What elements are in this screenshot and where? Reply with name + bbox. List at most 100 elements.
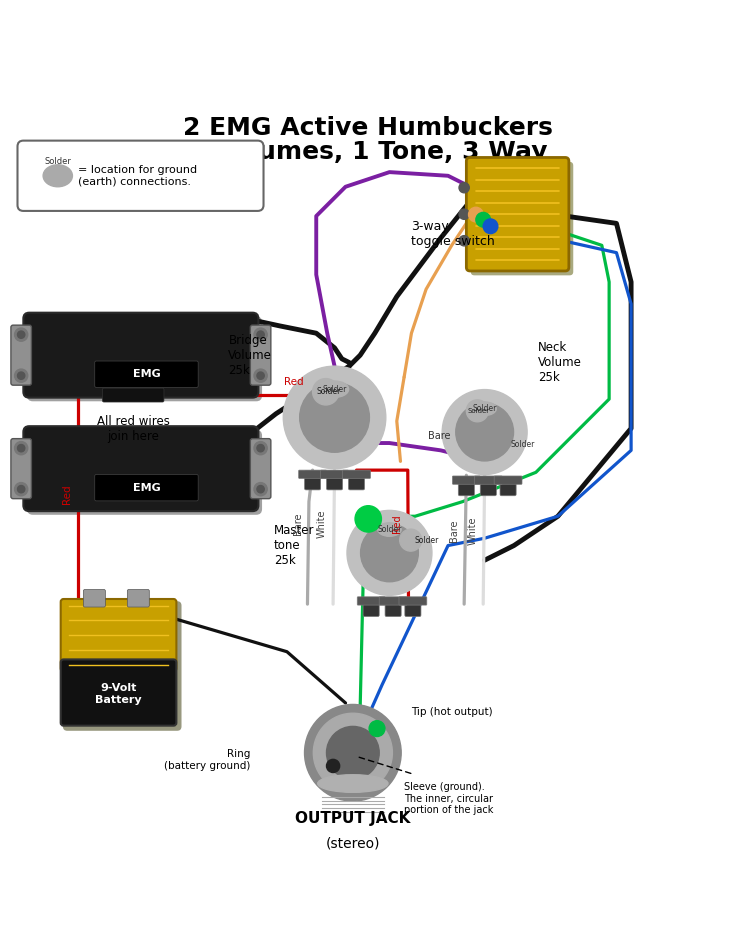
FancyBboxPatch shape <box>379 597 407 605</box>
Text: Bare: Bare <box>449 520 459 542</box>
FancyBboxPatch shape <box>348 471 365 490</box>
FancyBboxPatch shape <box>11 439 32 498</box>
Circle shape <box>361 524 418 582</box>
FancyBboxPatch shape <box>251 326 270 385</box>
Circle shape <box>459 235 469 246</box>
Circle shape <box>18 445 25 452</box>
FancyBboxPatch shape <box>24 312 259 398</box>
Circle shape <box>456 404 514 461</box>
FancyBboxPatch shape <box>251 439 270 498</box>
FancyBboxPatch shape <box>459 477 474 496</box>
FancyBboxPatch shape <box>399 597 427 605</box>
Ellipse shape <box>318 775 388 792</box>
FancyBboxPatch shape <box>127 590 149 607</box>
Text: EMG: EMG <box>132 483 160 493</box>
Text: Solder: Solder <box>510 440 534 449</box>
Text: Red: Red <box>62 485 72 504</box>
Text: Red: Red <box>284 377 304 387</box>
Ellipse shape <box>473 402 496 416</box>
Text: Neck
Volume
25k: Neck Volume 25k <box>538 341 582 384</box>
Circle shape <box>18 485 25 493</box>
Text: Solder: Solder <box>473 405 497 413</box>
Circle shape <box>254 483 268 496</box>
Circle shape <box>15 483 28 496</box>
FancyBboxPatch shape <box>453 476 480 485</box>
Text: Solder: Solder <box>44 157 71 166</box>
FancyBboxPatch shape <box>95 474 198 501</box>
Circle shape <box>355 506 381 532</box>
FancyBboxPatch shape <box>83 590 105 607</box>
Text: Ring
(battery ground): Ring (battery ground) <box>164 750 251 771</box>
Text: 2 EMG Active Humbuckers: 2 EMG Active Humbuckers <box>182 116 553 140</box>
Ellipse shape <box>326 726 379 779</box>
Circle shape <box>254 442 268 455</box>
Text: Solder: Solder <box>317 387 341 396</box>
Text: Bare: Bare <box>429 432 451 442</box>
Ellipse shape <box>313 713 392 792</box>
FancyBboxPatch shape <box>27 316 262 402</box>
Text: Solder: Solder <box>377 525 401 534</box>
Circle shape <box>15 442 28 455</box>
Ellipse shape <box>304 704 401 801</box>
Text: 2 Volumes, 1 Tone, 3 Way: 2 Volumes, 1 Tone, 3 Way <box>187 140 548 165</box>
Circle shape <box>18 372 25 379</box>
Text: White: White <box>316 510 326 538</box>
Text: Solder: Solder <box>415 536 439 545</box>
FancyBboxPatch shape <box>343 471 370 478</box>
Circle shape <box>459 182 469 193</box>
FancyBboxPatch shape <box>11 326 32 385</box>
Circle shape <box>283 366 386 469</box>
FancyBboxPatch shape <box>18 140 264 211</box>
Circle shape <box>15 369 28 382</box>
Text: EMG: EMG <box>132 369 160 379</box>
Circle shape <box>254 369 268 382</box>
Circle shape <box>459 209 469 219</box>
Circle shape <box>257 372 265 379</box>
FancyBboxPatch shape <box>326 471 343 490</box>
Text: All red wires
join here: All red wires join here <box>97 415 170 444</box>
FancyBboxPatch shape <box>405 598 421 617</box>
Text: Red: Red <box>392 514 402 533</box>
FancyBboxPatch shape <box>320 471 348 478</box>
Ellipse shape <box>378 523 401 537</box>
Text: OUTPUT JACK: OUTPUT JACK <box>295 811 411 827</box>
Circle shape <box>300 382 370 452</box>
FancyBboxPatch shape <box>466 157 569 271</box>
Circle shape <box>468 207 483 222</box>
FancyBboxPatch shape <box>385 598 401 617</box>
Ellipse shape <box>43 165 73 187</box>
Circle shape <box>18 331 25 339</box>
Circle shape <box>347 511 432 595</box>
Circle shape <box>483 219 498 233</box>
Text: Bridge
Volume
25k: Bridge Volume 25k <box>229 334 272 378</box>
FancyBboxPatch shape <box>363 598 379 617</box>
FancyBboxPatch shape <box>480 477 496 496</box>
FancyBboxPatch shape <box>304 471 320 490</box>
FancyBboxPatch shape <box>61 599 176 671</box>
FancyBboxPatch shape <box>61 659 176 725</box>
Circle shape <box>257 485 265 493</box>
Circle shape <box>466 400 488 422</box>
FancyBboxPatch shape <box>298 471 326 478</box>
Text: Solder: Solder <box>323 385 347 393</box>
Text: Master
tone
25k: Master tone 25k <box>273 524 315 567</box>
Circle shape <box>312 379 339 405</box>
Circle shape <box>254 328 268 341</box>
FancyBboxPatch shape <box>95 361 198 388</box>
FancyBboxPatch shape <box>500 477 516 496</box>
FancyBboxPatch shape <box>24 426 259 512</box>
FancyBboxPatch shape <box>357 597 385 605</box>
Text: Tip (hot output): Tip (hot output) <box>412 708 493 717</box>
Circle shape <box>257 445 265 452</box>
Text: (stereo): (stereo) <box>326 837 380 851</box>
Circle shape <box>257 331 265 339</box>
Text: = location for ground
(earth) connections.: = location for ground (earth) connection… <box>78 165 198 187</box>
Ellipse shape <box>320 381 348 397</box>
Circle shape <box>476 212 490 227</box>
FancyBboxPatch shape <box>474 476 502 485</box>
Circle shape <box>369 721 385 737</box>
Text: Bare: Bare <box>293 512 303 535</box>
Text: 3-way
toggle switch: 3-way toggle switch <box>412 220 495 248</box>
Circle shape <box>326 760 340 773</box>
Text: Solder: Solder <box>467 408 490 414</box>
